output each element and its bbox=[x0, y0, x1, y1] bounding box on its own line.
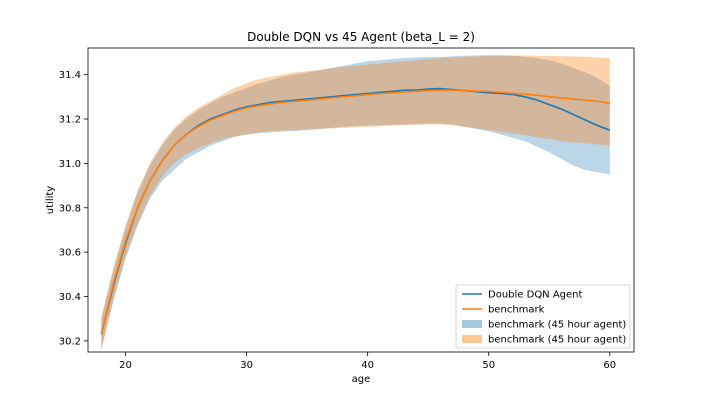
legend-label: benchmark bbox=[488, 305, 545, 316]
x-tick-label: 40 bbox=[361, 360, 374, 371]
y-tick-label: 30.4 bbox=[59, 292, 81, 303]
x-axis: 20 30 40 50 60 bbox=[119, 352, 616, 371]
x-tick-label: 30 bbox=[240, 360, 253, 371]
confidence-bands bbox=[101, 55, 610, 350]
y-tick-label: 31.4 bbox=[59, 70, 81, 81]
x-axis-label: age bbox=[352, 374, 371, 385]
y-tick-label: 30.2 bbox=[59, 336, 81, 347]
y-tick-label: 31.2 bbox=[59, 115, 81, 126]
series-lines bbox=[100, 87, 611, 335]
legend-swatch bbox=[462, 335, 482, 343]
x-tick-label: 20 bbox=[119, 360, 132, 371]
chart-title: Double DQN vs 45 Agent (beta_L = 2) bbox=[247, 30, 475, 44]
legend-frame bbox=[455, 284, 631, 349]
y-axis-label: utility bbox=[45, 186, 56, 215]
band-2 bbox=[101, 55, 610, 350]
band-3 bbox=[101, 55, 610, 350]
legend-label: benchmark (45 hour agent) bbox=[488, 320, 626, 331]
y-axis: 30.2 30.4 30.6 30.8 31.0 31.2 31.4 bbox=[59, 70, 88, 347]
legend-label: Double DQN Agent bbox=[488, 290, 583, 301]
y-tick-label: 31.0 bbox=[59, 159, 81, 170]
x-tick-label: 60 bbox=[603, 360, 616, 371]
plot-frame bbox=[87, 47, 635, 353]
y-tick-label: 30.6 bbox=[59, 248, 81, 259]
legend-swatch bbox=[462, 320, 482, 328]
series-line-1 bbox=[100, 89, 610, 335]
y-tick-label: 30.8 bbox=[59, 203, 81, 214]
x-tick-label: 50 bbox=[482, 360, 495, 371]
legend-label: benchmark (45 hour agent) bbox=[488, 335, 626, 346]
legend: Double DQN Agent benchmark benchmark (45 h… bbox=[455, 284, 631, 349]
